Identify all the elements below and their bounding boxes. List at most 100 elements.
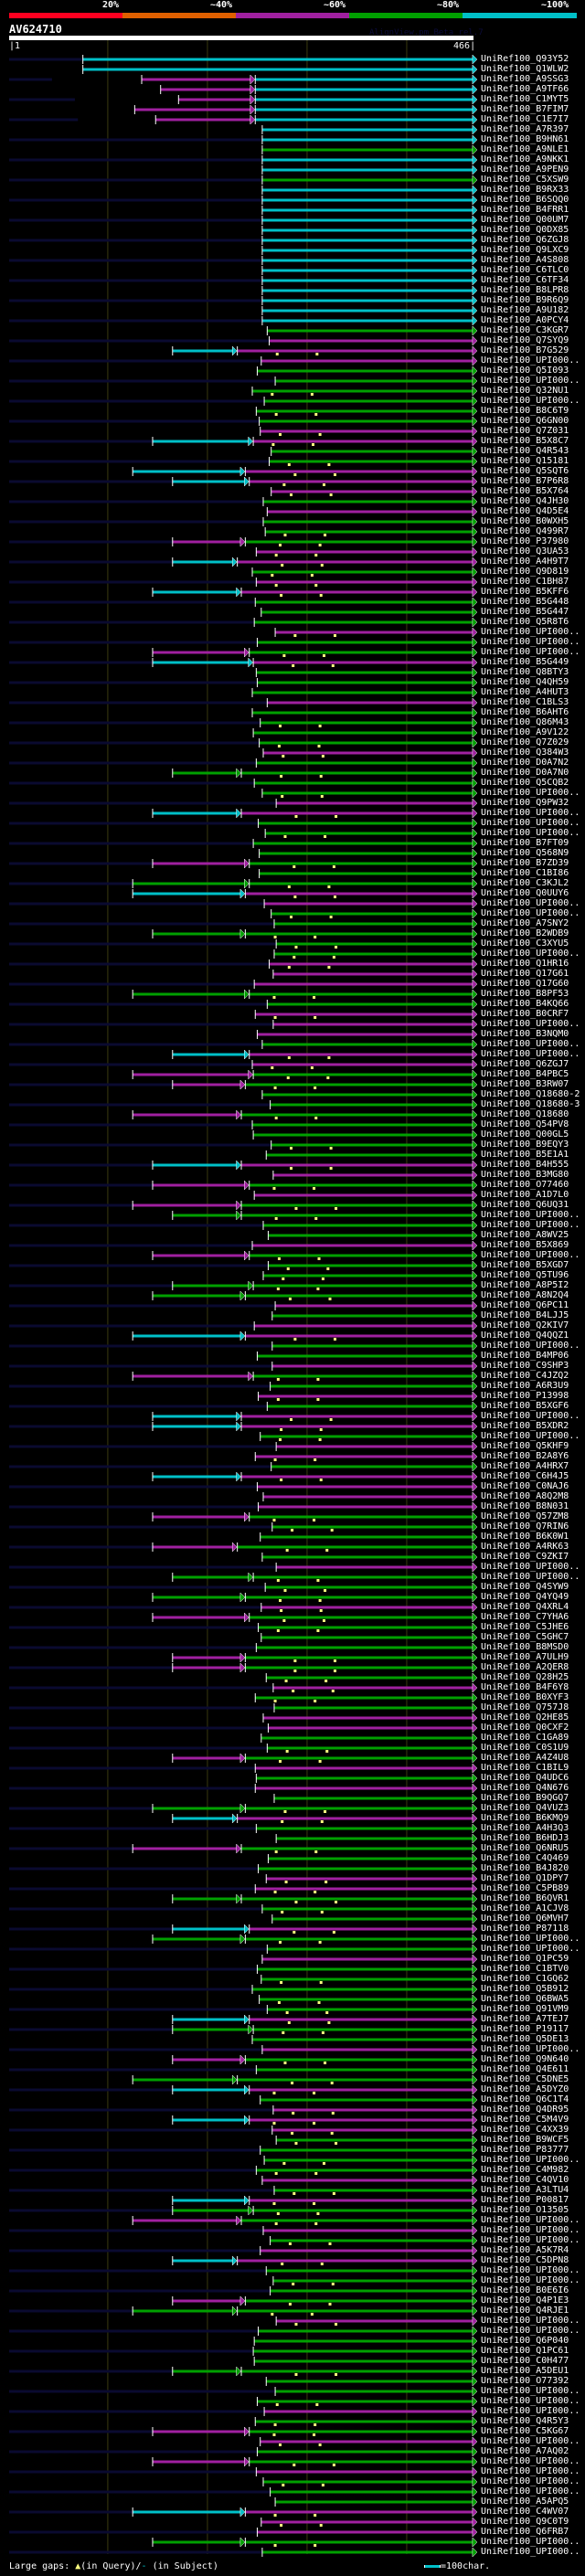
hit-label[interactable]: UniRef100_Q32NU1 (481, 386, 569, 396)
hit-label[interactable]: UniRef100_Q1HR16 (481, 959, 569, 969)
alignment-row[interactable] (152, 1471, 478, 1482)
alignment-row[interactable] (152, 2456, 478, 2467)
hit-label[interactable]: UniRef100_UPI000.. (481, 2265, 580, 2275)
alignment-row[interactable] (254, 1692, 478, 1703)
alignment-row[interactable] (9, 1582, 478, 1593)
hit-label[interactable]: UniRef100_Q6ZGJ8 (481, 235, 569, 245)
alignment-row[interactable] (9, 2446, 478, 2457)
alignment-row[interactable] (132, 2215, 478, 2226)
hit-label[interactable]: UniRef100_Q4QQZ1 (481, 1330, 569, 1341)
alignment-row[interactable] (172, 2255, 478, 2266)
alignment-row[interactable] (261, 2175, 478, 2186)
alignment-row[interactable] (9, 536, 478, 547)
alignment-row[interactable] (9, 1079, 478, 1090)
alignment-row[interactable] (152, 928, 478, 939)
hit-label[interactable]: UniRef100_B3NQM0 (481, 1029, 569, 1039)
alignment-row[interactable] (262, 1270, 478, 1281)
hit-label[interactable]: UniRef100_Q0UUY6 (481, 888, 569, 898)
alignment-row[interactable] (275, 2316, 478, 2327)
alignment-row[interactable] (9, 778, 478, 789)
alignment-row[interactable] (132, 1069, 478, 1080)
hit-label[interactable]: UniRef100_O77392 (481, 2376, 569, 2386)
hit-label[interactable]: UniRef100_B7P6R8 (481, 476, 569, 486)
alignment-row[interactable] (261, 245, 478, 256)
hit-label[interactable]: UniRef100_Q6ZGJ7 (481, 1059, 569, 1069)
alignment-row[interactable] (272, 2275, 478, 2286)
alignment-row[interactable] (9, 2507, 478, 2518)
alignment-row[interactable] (132, 2074, 478, 2085)
hit-label[interactable]: UniRef100_P00817 (481, 2195, 569, 2205)
hit-label[interactable]: UniRef100_C3XYU5 (481, 938, 569, 949)
hit-label[interactable]: UniRef100_B9WCF5 (481, 2135, 569, 2145)
alignment-row[interactable] (255, 406, 478, 417)
alignment-row[interactable] (9, 1521, 478, 1532)
alignment-row[interactable] (9, 557, 478, 567)
alignment-row[interactable] (9, 335, 478, 346)
alignment-row[interactable] (9, 1140, 478, 1150)
alignment-row[interactable] (9, 677, 478, 688)
hit-label[interactable]: UniRef100_UPI000.. (481, 2044, 580, 2054)
hit-label[interactable]: UniRef100_Q4R543 (481, 446, 569, 456)
hit-label[interactable]: UniRef100_Q2HE85 (481, 1712, 569, 1723)
hit-label[interactable]: UniRef100_B6SQQ0 (481, 195, 569, 205)
hit-label[interactable]: UniRef100_B7ZD39 (481, 858, 569, 868)
hit-label[interactable]: UniRef100_B5G449 (481, 657, 569, 667)
hit-label[interactable]: UniRef100_UPI000.. (481, 818, 580, 828)
hit-label[interactable]: UniRef100_Q00GL5 (481, 1129, 569, 1140)
alignment-row[interactable] (9, 1180, 478, 1191)
alignment-row[interactable] (9, 315, 478, 326)
alignment-row[interactable] (172, 1652, 478, 1663)
hit-label[interactable]: UniRef100_A5DEU1 (481, 2366, 569, 2376)
hit-label[interactable]: UniRef100_Q54PV8 (481, 1119, 569, 1129)
hit-label[interactable]: UniRef100_Q6UQ31 (481, 1200, 569, 1210)
alignment-row[interactable] (252, 727, 478, 738)
hit-label[interactable]: UniRef100_Q9PW32 (481, 798, 569, 808)
alignment-row[interactable] (9, 2225, 478, 2236)
alignment-row[interactable] (9, 697, 478, 708)
hit-label[interactable]: UniRef100_C1GA89 (481, 1733, 569, 1743)
hit-label[interactable]: UniRef100_C0NAJ6 (481, 1481, 569, 1491)
hit-label[interactable]: UniRef100_Q4JH30 (481, 496, 569, 506)
alignment-row[interactable] (9, 798, 478, 809)
alignment-row[interactable] (252, 1129, 478, 1140)
hit-label[interactable]: UniRef100_UPI000.. (481, 2155, 580, 2165)
alignment-row[interactable] (251, 687, 478, 698)
hit-label[interactable]: UniRef100_C0S1U9 (481, 1743, 569, 1753)
alignment-row[interactable] (271, 1913, 478, 1924)
hit-label[interactable]: UniRef100_UPI000.. (481, 2386, 580, 2396)
alignment-row[interactable] (260, 2094, 478, 2105)
hit-label[interactable]: UniRef100_B5E1A1 (481, 1150, 569, 1160)
hit-label[interactable]: UniRef100_A5DYZ0 (481, 2084, 569, 2094)
hit-label[interactable]: UniRef100_B4MP06 (481, 1351, 569, 1361)
alignment-row[interactable] (9, 2366, 478, 2377)
hit-label[interactable]: UniRef100_UPI000.. (481, 808, 580, 818)
hit-label[interactable]: UniRef100_UPI000.. (481, 1431, 580, 1441)
hit-label[interactable]: UniRef100_Q5KHF9 (481, 1441, 569, 1451)
hit-label[interactable]: UniRef100_Q4SYW9 (481, 1582, 569, 1592)
alignment-row[interactable] (9, 1441, 478, 1452)
alignment-row[interactable] (272, 1170, 478, 1181)
alignment-row[interactable] (9, 215, 478, 226)
alignment-row[interactable] (253, 2336, 478, 2347)
alignment-row[interactable] (9, 637, 478, 648)
hit-label[interactable]: UniRef100_C7YHA6 (481, 1612, 569, 1622)
alignment-row[interactable] (9, 1562, 478, 1573)
alignment-row[interactable] (265, 2376, 478, 2387)
alignment-row[interactable] (261, 144, 478, 155)
hit-label[interactable]: UniRef100_B2A8Y6 (481, 1451, 569, 1461)
alignment-row[interactable] (9, 235, 478, 246)
alignment-row[interactable] (9, 416, 478, 427)
alignment-row[interactable] (9, 1542, 478, 1553)
hit-label[interactable]: UniRef100_Q4RJE1 (481, 2306, 569, 2316)
hit-label[interactable]: UniRef100_Q4VUZ3 (481, 1803, 569, 1813)
alignment-row[interactable] (152, 808, 478, 819)
alignment-row[interactable] (9, 2104, 478, 2115)
hit-label[interactable]: UniRef100_C1BI86 (481, 868, 569, 878)
alignment-row[interactable] (251, 386, 478, 397)
hit-label[interactable]: UniRef100_UPI000.. (481, 376, 580, 386)
alignment-row[interactable] (172, 768, 478, 779)
alignment-row[interactable] (152, 1511, 478, 1522)
hit-label[interactable]: UniRef100_C5XSW9 (481, 175, 569, 185)
alignment-row[interactable] (9, 1220, 478, 1231)
hit-label[interactable]: UniRef100_Q5TU96 (481, 1270, 569, 1280)
